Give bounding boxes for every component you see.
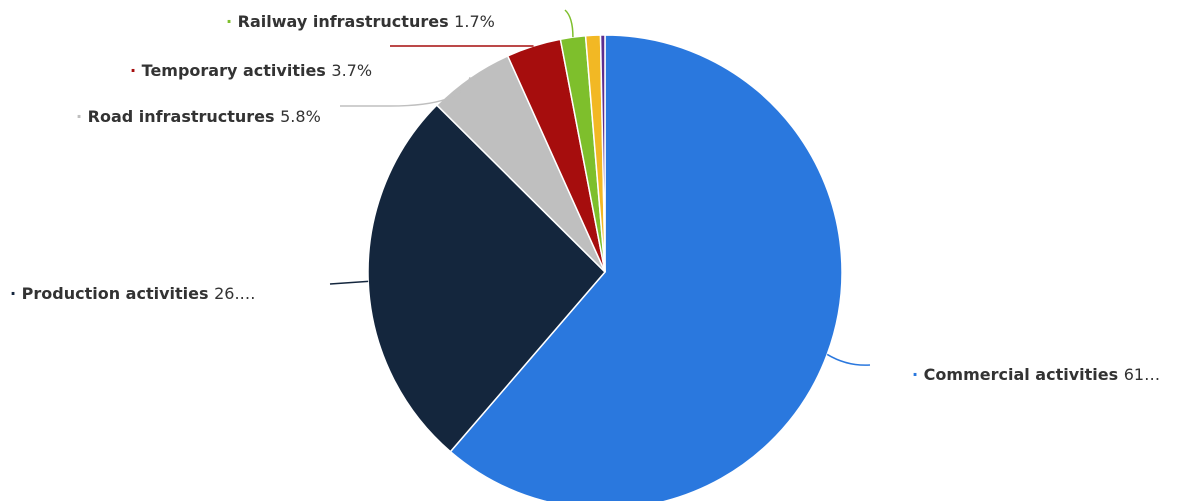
data-label-production-activities: · Production activities 26.… <box>10 284 256 303</box>
connector-production-activities <box>329 280 369 285</box>
legend-dot-railway-infrastructures: · <box>226 12 238 31</box>
legend-dot-commercial-activities: · <box>912 365 924 384</box>
data-label-railway-infrastructures: · Railway infrastructures 1.7% <box>226 12 495 31</box>
data-label-commercial-activities: · Commercial activities 61… <box>912 365 1160 384</box>
label-name-production-activities: Production activities <box>22 284 214 303</box>
legend-dot-road-infrastructures: · <box>76 107 88 126</box>
label-name-railway-infrastructures: Railway infrastructures <box>238 12 455 31</box>
legend-dot-temporary-activities: · <box>130 61 142 80</box>
connector-commercial-activities <box>826 353 871 366</box>
label-connectors <box>329 9 871 366</box>
label-value-production-activities: 26.… <box>214 284 255 303</box>
slice-labels: · Commercial activities 61…· Production … <box>10 12 1160 384</box>
data-label-temporary-activities: · Temporary activities 3.7% <box>130 61 372 80</box>
label-value-railway-infrastructures: 1.7% <box>454 12 495 31</box>
label-value-temporary-activities: 3.7% <box>331 61 372 80</box>
label-name-temporary-activities: Temporary activities <box>142 61 332 80</box>
label-value-commercial-activities: 61… <box>1124 365 1160 384</box>
label-value-road-infrastructures: 5.8% <box>280 107 321 126</box>
legend-dot-production-activities: · <box>10 284 22 303</box>
pie-slice-unlabeled-6[interactable] <box>599 34 606 273</box>
pie-slice-production-activities[interactable] <box>367 104 607 453</box>
label-name-commercial-activities: Commercial activities <box>924 365 1124 384</box>
data-label-road-infrastructures: · Road infrastructures 5.8% <box>76 107 321 126</box>
pie-slices <box>367 34 843 501</box>
connector-road-infrastructures <box>340 77 471 107</box>
connector-railway-infrastructures <box>564 9 574 38</box>
label-name-road-infrastructures: Road infrastructures <box>88 107 280 126</box>
